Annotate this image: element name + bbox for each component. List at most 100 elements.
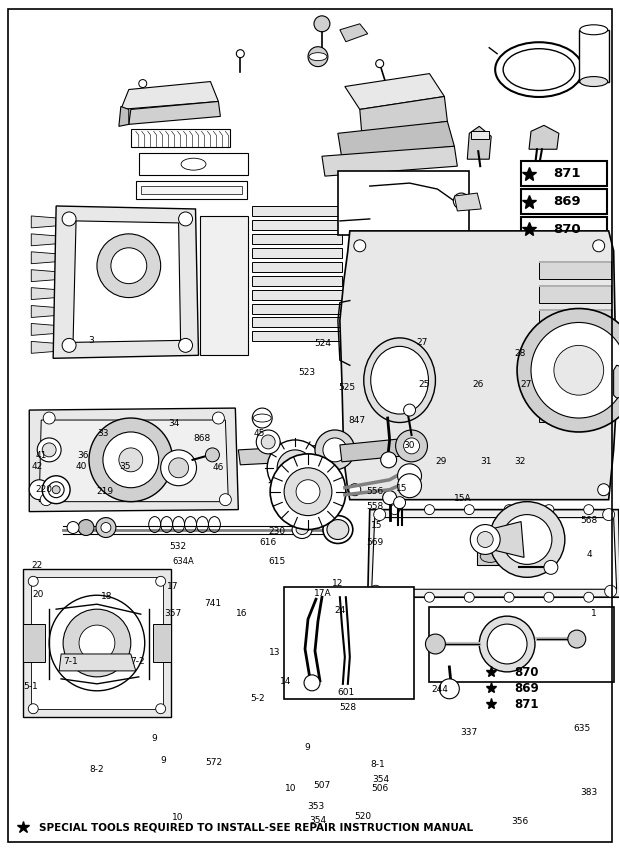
Text: 525: 525 — [339, 383, 356, 391]
Circle shape — [29, 576, 38, 586]
Circle shape — [383, 491, 397, 505]
Circle shape — [284, 468, 332, 516]
Circle shape — [37, 438, 61, 462]
Text: 220: 220 — [35, 484, 52, 494]
Text: SPECIAL TOOLS REQUIRED TO INSTALL-SEE REPAIR INSTRUCTION MANUAL: SPECIAL TOOLS REQUIRED TO INSTALL-SEE RE… — [39, 822, 473, 832]
Text: 10: 10 — [172, 814, 183, 822]
Ellipse shape — [253, 414, 271, 422]
Bar — [539, 260, 611, 278]
Circle shape — [425, 634, 445, 654]
Polygon shape — [368, 510, 620, 597]
Text: 34: 34 — [169, 420, 180, 428]
Bar — [539, 404, 611, 406]
Text: 10: 10 — [285, 784, 296, 792]
Text: 556: 556 — [366, 487, 383, 496]
Circle shape — [376, 306, 388, 318]
Text: 15A: 15A — [454, 494, 472, 503]
Circle shape — [389, 505, 400, 515]
Polygon shape — [614, 365, 620, 398]
Circle shape — [205, 448, 219, 462]
Circle shape — [156, 576, 166, 586]
Text: 871: 871 — [553, 167, 580, 180]
Circle shape — [161, 450, 197, 486]
Ellipse shape — [181, 158, 206, 170]
Circle shape — [111, 248, 147, 283]
Bar — [24, 624, 45, 662]
Polygon shape — [454, 193, 481, 211]
Circle shape — [256, 430, 280, 454]
Circle shape — [504, 505, 514, 515]
Polygon shape — [489, 522, 524, 557]
Text: 22: 22 — [32, 561, 43, 570]
Polygon shape — [31, 270, 56, 282]
Circle shape — [604, 585, 617, 597]
Text: 25: 25 — [418, 380, 430, 390]
Circle shape — [79, 625, 115, 661]
Ellipse shape — [503, 49, 575, 90]
Text: 634A: 634A — [172, 557, 194, 566]
Bar — [539, 284, 611, 303]
Text: 12: 12 — [332, 579, 343, 587]
Circle shape — [544, 592, 554, 603]
Polygon shape — [345, 73, 445, 110]
Text: 33: 33 — [97, 430, 109, 438]
Bar — [539, 284, 611, 287]
Polygon shape — [73, 221, 180, 342]
Polygon shape — [467, 126, 491, 159]
Ellipse shape — [495, 43, 583, 97]
Text: 869: 869 — [514, 682, 539, 694]
Circle shape — [252, 408, 272, 428]
Text: 528: 528 — [340, 703, 357, 712]
Circle shape — [101, 523, 111, 533]
Text: 568: 568 — [580, 516, 598, 525]
Bar — [252, 331, 342, 341]
Text: 14: 14 — [280, 677, 291, 686]
Circle shape — [389, 592, 400, 603]
Circle shape — [179, 212, 193, 226]
Bar — [539, 309, 611, 311]
Circle shape — [453, 193, 469, 209]
Text: 524: 524 — [314, 339, 331, 348]
Ellipse shape — [580, 25, 608, 35]
Text: 5-2: 5-2 — [250, 694, 265, 703]
Circle shape — [49, 595, 144, 691]
Polygon shape — [29, 408, 238, 511]
Text: 31: 31 — [480, 457, 492, 465]
Text: 847: 847 — [348, 416, 365, 425]
Circle shape — [236, 49, 244, 58]
Circle shape — [544, 505, 554, 515]
Ellipse shape — [309, 53, 327, 60]
Text: 1: 1 — [591, 609, 597, 618]
Circle shape — [97, 234, 161, 298]
Text: 32: 32 — [514, 457, 526, 465]
Polygon shape — [340, 438, 415, 462]
Bar — [338, 171, 469, 235]
Bar — [471, 131, 489, 140]
Bar — [521, 189, 606, 214]
Circle shape — [374, 509, 386, 521]
Text: 616: 616 — [259, 538, 277, 547]
Text: 871: 871 — [515, 698, 539, 711]
Circle shape — [487, 624, 527, 664]
Circle shape — [314, 16, 330, 31]
Bar — [252, 276, 342, 286]
Polygon shape — [338, 122, 454, 158]
Circle shape — [425, 505, 435, 515]
Bar — [284, 587, 414, 699]
Bar — [31, 577, 162, 709]
Text: 8-1: 8-1 — [371, 760, 385, 768]
Bar — [252, 317, 342, 328]
Circle shape — [568, 630, 586, 648]
Text: 7-2: 7-2 — [130, 656, 144, 665]
Circle shape — [370, 585, 382, 597]
Text: 28: 28 — [514, 349, 526, 358]
Text: 9: 9 — [151, 734, 157, 744]
Circle shape — [219, 494, 231, 505]
Polygon shape — [121, 82, 218, 110]
Circle shape — [404, 404, 415, 416]
Text: 30: 30 — [403, 442, 415, 450]
Circle shape — [554, 346, 604, 395]
Circle shape — [544, 561, 558, 574]
Circle shape — [584, 592, 594, 603]
Circle shape — [29, 704, 38, 714]
